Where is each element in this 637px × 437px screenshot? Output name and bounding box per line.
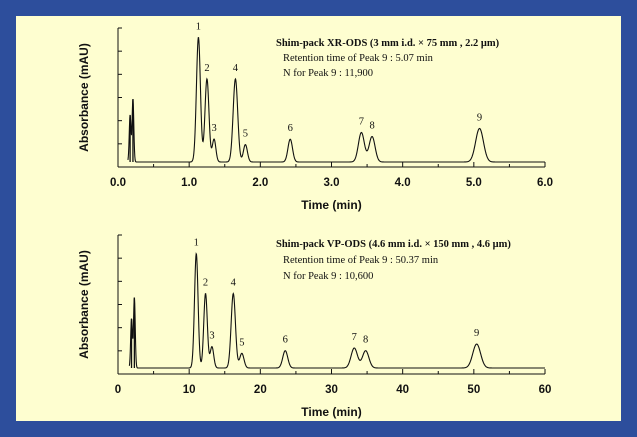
x-tick-label: 6.0 [537, 177, 553, 189]
x-tick-label: 5.0 [466, 177, 482, 189]
peak-label: 4 [233, 63, 239, 74]
x-tick-label: 20 [254, 384, 267, 396]
x-tick-label: 0 [115, 384, 121, 396]
x-tick-label: 1.0 [181, 177, 197, 189]
peak-label: 5 [239, 337, 244, 348]
x-tick-label: 3.0 [324, 177, 340, 189]
chart-panel: 0.0 1.0 2.0 3.0 4.0 5.0 6.0 Time (min) Absorbanc… [16, 16, 621, 421]
chart-2: 0 10 20 30 40 50 60 Time (min) Absorbance (mAU) 1… [77, 234, 552, 419]
annotation-line-2: N for Peak 9 : 11,900 [283, 68, 373, 79]
annotation-line-1: Retention time of Peak 9 : 50.37 min [283, 255, 439, 266]
x-axis-title: Time (min) [301, 198, 361, 212]
peak-label: 5 [243, 129, 248, 140]
peak-label: 7 [359, 117, 364, 128]
chromatogram-trace [127, 37, 545, 163]
x-tick-label: 40 [396, 384, 409, 396]
peak-label: 4 [231, 278, 237, 289]
annotation-line-2: N for Peak 9 : 10,600 [283, 271, 373, 282]
x-tick-label: 50 [467, 384, 480, 396]
annotation-line-1: Retention time of Peak 9 : 5.07 min [283, 53, 434, 64]
chromatogram-trace [128, 252, 545, 369]
x-axis-title: Time (min) [301, 405, 361, 419]
peak-label: 7 [352, 332, 357, 343]
peak-label: 6 [288, 123, 293, 134]
x-tick-label: 10 [183, 384, 196, 396]
peak-label: 1 [194, 238, 199, 249]
x-tick-label: 30 [325, 384, 338, 396]
chart-1: 0.0 1.0 2.0 3.0 4.0 5.0 6.0 Time (min) Absorbanc… [77, 21, 553, 212]
y-axis-title: Absorbance (mAU) [77, 43, 91, 152]
peak-label: 3 [209, 331, 214, 342]
x-tick-label: 4.0 [395, 177, 411, 189]
x-tick-label: 60 [539, 384, 552, 396]
peak-label: 8 [369, 121, 374, 132]
peak-label: 3 [211, 123, 216, 134]
peak-label: 6 [283, 335, 288, 346]
x-tick-label: 0.0 [110, 177, 126, 189]
peak-label: 2 [204, 63, 209, 74]
peak-label: 8 [363, 335, 368, 346]
x-tick-label: 2.0 [252, 177, 268, 189]
chromatogram-figure: 0.0 1.0 2.0 3.0 4.0 5.0 6.0 Time (min) Absorbanc… [77, 21, 553, 419]
annotation-title: Shim-pack XR-ODS (3 mm i.d. × 75 mm , 2.… [276, 38, 500, 49]
peak-label: 2 [203, 278, 208, 289]
peak-label: 9 [477, 113, 482, 124]
peak-label: 1 [196, 21, 201, 32]
annotation-title: Shim-pack VP-ODS (4.6 mm i.d. × 150 mm ,… [276, 239, 511, 250]
y-axis-title: Absorbance (mAU) [77, 250, 91, 359]
peak-label: 9 [474, 328, 479, 339]
